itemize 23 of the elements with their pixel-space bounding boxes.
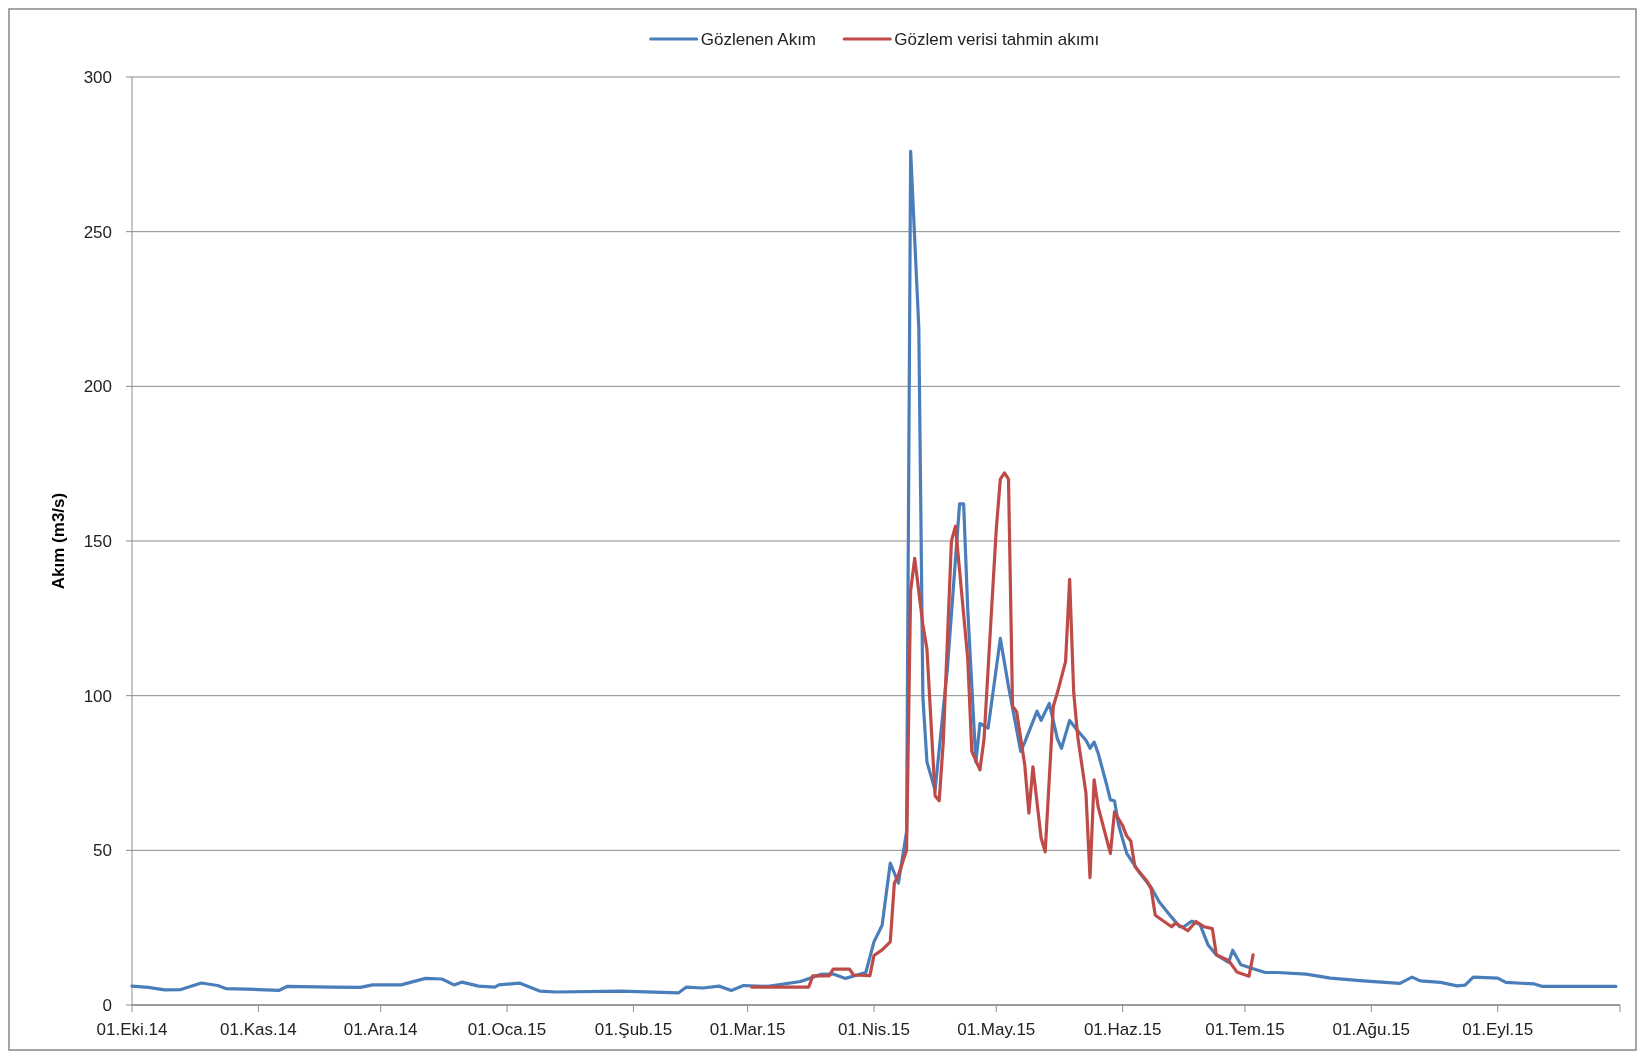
x-tick-label: 01.Eyl.15 [1462,1020,1534,1039]
x-tick-label: 01.Eki.14 [96,1020,168,1039]
x-tick-label: 01.Nis.15 [838,1020,910,1039]
y-tick-label: 50 [93,841,112,861]
y-tick-label: 200 [83,377,112,397]
x-tick-label: 01.Kas.14 [220,1020,297,1039]
y-tick-label: 300 [83,68,112,87]
legend-label: Gözlenen Akım [700,30,817,49]
line-series [750,471,1255,989]
x-tick-label: 01.Oca.15 [467,1020,547,1039]
y-axis-title: Akım (m3/s) [49,492,68,590]
x-tick-label: 01.Tem.15 [1205,1020,1285,1039]
x-tick-label: 01.May.15 [957,1020,1036,1039]
x-tick-label: 01.Ara.14 [343,1020,418,1039]
x-tick-label: 01.Şub.15 [594,1020,673,1039]
y-tick-label: 150 [83,532,112,551]
x-tick-label: 01.Haz.15 [1083,1020,1162,1039]
x-tick-label: 01.Ağu.15 [1332,1020,1411,1039]
legend-label: Gözlem verisi tahmin akımı [894,30,1100,49]
y-tick-label: 0 [102,996,112,1015]
x-tick-label: 01.Mar.15 [709,1020,786,1039]
y-tick-label: 250 [83,222,112,242]
y-tick-label: 100 [83,686,112,706]
